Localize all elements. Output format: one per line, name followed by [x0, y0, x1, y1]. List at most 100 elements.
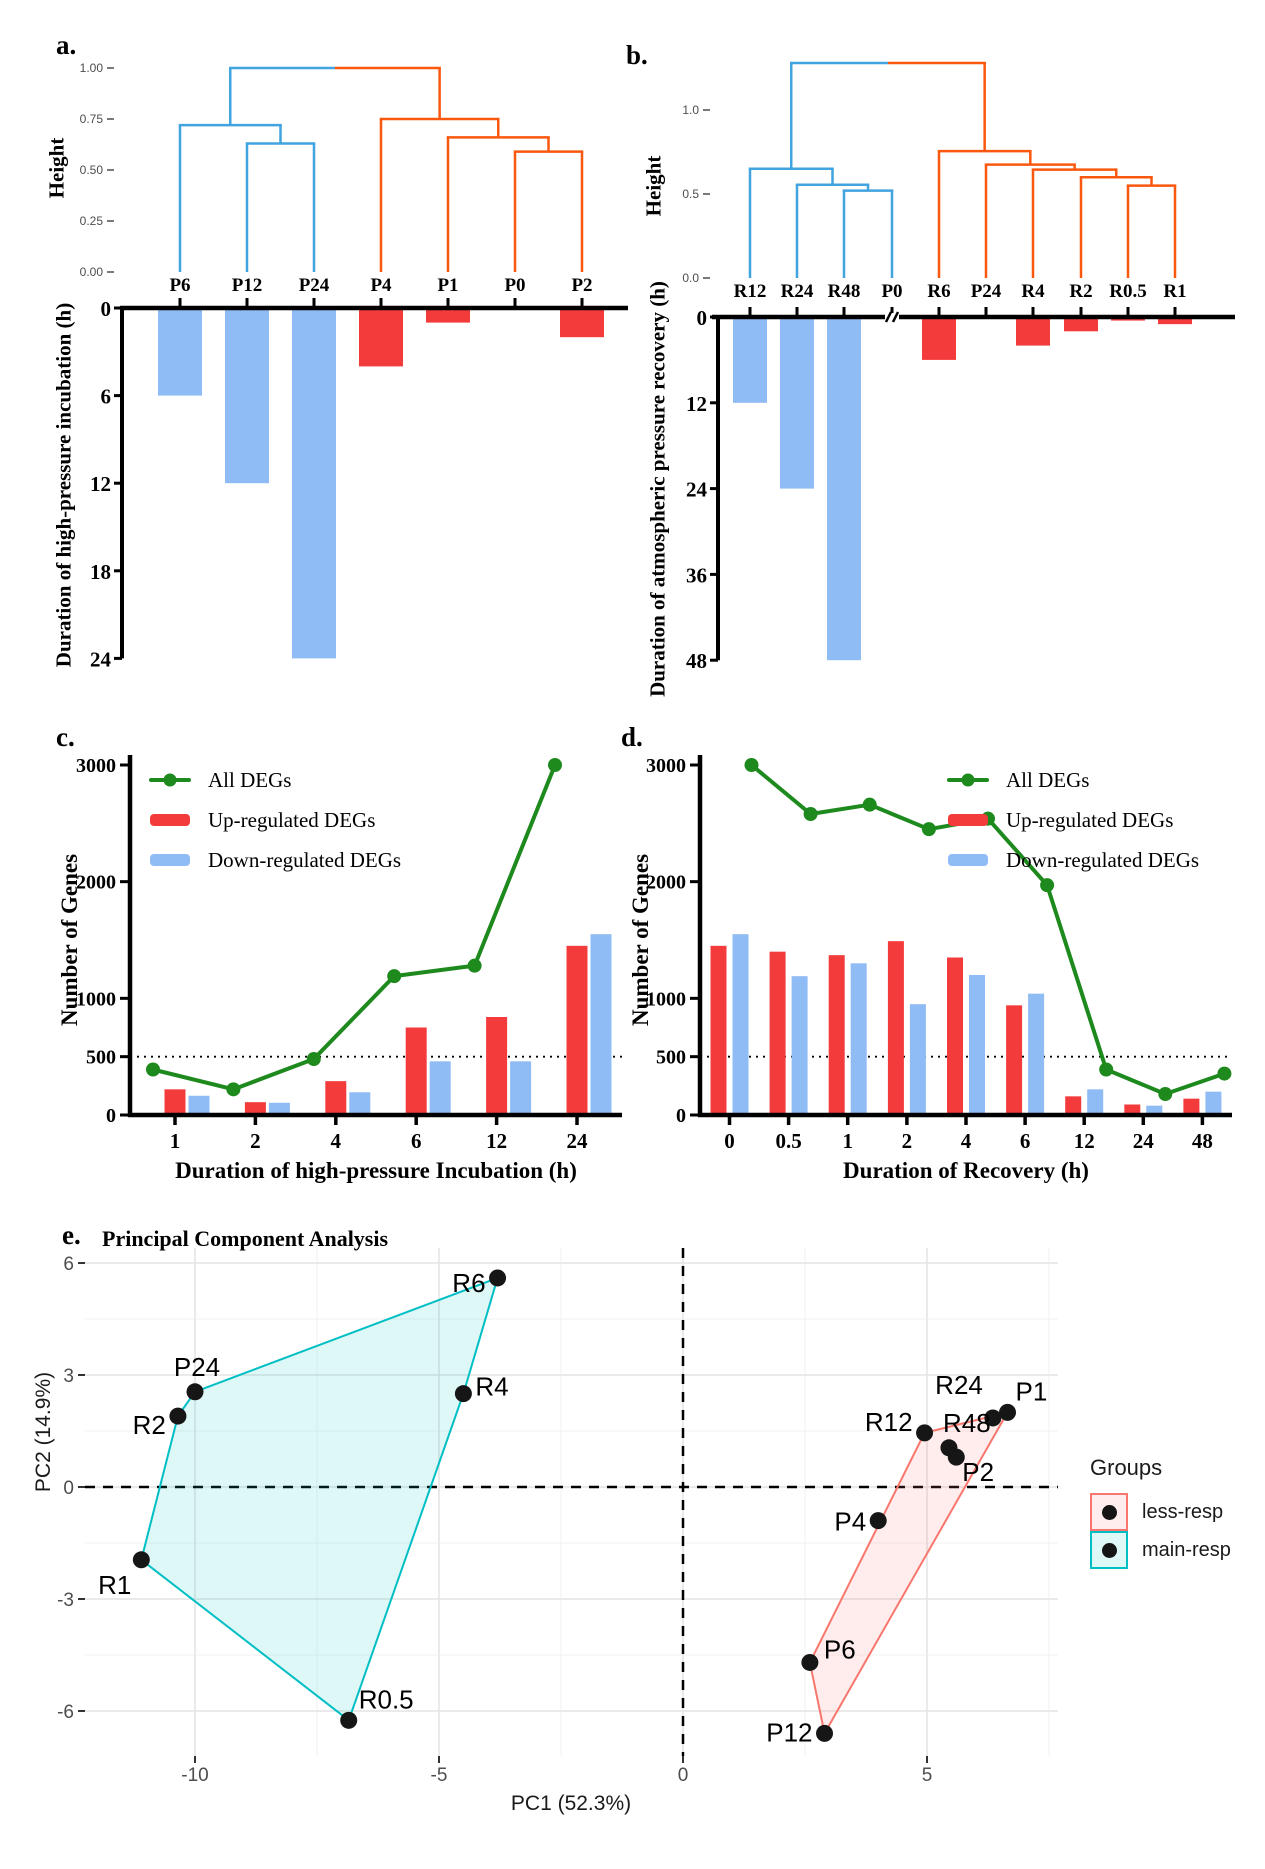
- y-tick-label: 0: [101, 297, 112, 321]
- bars-a-y-label: Duration of high-pressure incubation (h): [51, 302, 76, 668]
- chart-d-legend: All DEGs Up-regulated DEGs Down-regulate…: [946, 760, 1199, 880]
- point-all-degs-2: [226, 1082, 241, 1097]
- bar-P1: [426, 310, 470, 323]
- point-all-degs-48: [1217, 1066, 1232, 1081]
- point-icon: [1101, 1504, 1117, 1520]
- bar-up-48: [1183, 1098, 1200, 1115]
- panel-b-letter: b.: [626, 40, 648, 70]
- legend-item-up-degs: Up-regulated DEGs: [946, 800, 1199, 840]
- pca-point-P4: [869, 1512, 887, 1530]
- height-tick-label: 0.00: [80, 265, 104, 279]
- bar-down-48: [1205, 1091, 1222, 1115]
- height-tick-label: 0.50: [80, 163, 104, 177]
- pca-point-P6: [801, 1653, 819, 1671]
- bar-up-0: [710, 945, 727, 1115]
- pca-point-label-P4: P4: [834, 1507, 866, 1537]
- dendro-b-height-label: Height: [641, 155, 666, 217]
- x-tick-label: 1: [170, 1129, 181, 1153]
- y-tick-label: 12: [90, 472, 111, 496]
- leaf-label: P6: [169, 275, 190, 296]
- x-tick-label: 24: [567, 1129, 589, 1153]
- pca-point-label-R12: R12: [865, 1407, 913, 1437]
- leaf-label: R4: [1021, 281, 1045, 302]
- bar-down-1: [188, 1095, 210, 1115]
- leaf-label: P24: [971, 281, 1002, 302]
- legend-title: Groups: [1090, 1455, 1163, 1480]
- down-regulated-bar-icon: [148, 854, 192, 866]
- point-all-degs-2: [921, 822, 936, 837]
- bar-up-12: [486, 1017, 508, 1115]
- bar-P24: [292, 310, 336, 659]
- pca-groups-legend: Groups less-resp main-resp: [1090, 1455, 1231, 1569]
- bar-up-1: [828, 955, 845, 1115]
- bar-up-2: [244, 1102, 266, 1115]
- x-tick-label: 24: [1133, 1129, 1155, 1153]
- bar-down-1: [850, 963, 867, 1115]
- bar-down-12: [510, 1061, 532, 1115]
- leaf-label: P1: [437, 275, 458, 296]
- pca-point-label-P2: P2: [962, 1457, 994, 1487]
- leaf-label: P0: [881, 281, 902, 302]
- x-tick-label: 4: [961, 1129, 972, 1153]
- bar-R12: [733, 319, 767, 403]
- pca-point-R1: [132, 1551, 150, 1569]
- pca-point-P1: [999, 1403, 1017, 1421]
- bar-up-12: [1065, 1096, 1082, 1115]
- height-tick-label: 0.0: [682, 271, 699, 285]
- axis-break-mark: [891, 311, 900, 323]
- y-tick-label: 6: [101, 385, 112, 409]
- legend-item-all-degs: All DEGs: [148, 760, 401, 800]
- height-tick-label: 0.75: [80, 112, 104, 126]
- bar-up-24: [566, 945, 588, 1115]
- chart-d-y-label: Number of Genes: [628, 853, 653, 1027]
- y-tick-label: 0: [676, 1105, 686, 1127]
- bar-up-1: [164, 1089, 186, 1115]
- pca-point-label-R0.5: R0.5: [359, 1684, 414, 1714]
- leaf-label: P2: [571, 275, 592, 296]
- bar-up-0.5: [769, 951, 786, 1115]
- pca-point-P2: [947, 1448, 965, 1466]
- axis-break-mark: [884, 311, 893, 323]
- all-degs-line-icon: [946, 773, 990, 787]
- point-all-degs-0: [744, 758, 759, 772]
- pca-point-label-R4: R4: [475, 1372, 508, 1402]
- bar-down-12: [1087, 1089, 1104, 1115]
- bar-down-0: [732, 934, 749, 1115]
- x-tick-label: 6: [411, 1129, 422, 1153]
- bar-P12: [225, 310, 269, 484]
- x-tick-label: 0: [678, 1765, 689, 1786]
- legend-item-less-resp: less-resp: [1090, 1493, 1231, 1531]
- pca-point-R0.5: [340, 1711, 358, 1729]
- leaf-label: P0: [504, 275, 525, 296]
- bar-down-4: [349, 1092, 371, 1115]
- legend-item-down-degs: Down-regulated DEGs: [148, 840, 401, 880]
- pca-point-label-R1: R1: [98, 1570, 131, 1600]
- legend-item-up-degs: Up-regulated DEGs: [148, 800, 401, 840]
- bar-R48: [827, 319, 861, 661]
- bar-R2: [1064, 319, 1098, 332]
- legend-item-all-degs: All DEGs: [946, 760, 1199, 800]
- y-tick-label: 500: [656, 1047, 686, 1069]
- x-tick-label: 12: [1074, 1129, 1095, 1153]
- leaf-label: P24: [299, 275, 330, 296]
- down-regulated-bar-icon: [946, 854, 990, 866]
- y-tick-label: 2000: [646, 872, 686, 894]
- panel-e-letter: e.: [62, 1220, 81, 1250]
- pca-point-label-R24: R24: [935, 1370, 983, 1400]
- y-tick-label: 2000: [76, 872, 116, 894]
- x-tick-label: 48: [1192, 1129, 1213, 1153]
- y-tick-label: -3: [57, 1590, 74, 1611]
- bar-R24: [780, 319, 814, 489]
- y-tick-label: 0: [63, 1478, 74, 1499]
- legend-label: Down-regulated DEGs: [208, 847, 402, 872]
- y-tick-label: 12: [686, 392, 707, 416]
- bar-R0.5: [1111, 319, 1145, 321]
- point-icon: [1101, 1542, 1117, 1558]
- y-tick-label: 48: [686, 649, 707, 673]
- y-tick-label: 18: [90, 560, 111, 584]
- bar-down-4: [969, 975, 985, 1115]
- y-tick-label: 500: [86, 1047, 116, 1069]
- pca-point-label-P1: P1: [1016, 1376, 1048, 1406]
- line-all-degs: [152, 764, 557, 1092]
